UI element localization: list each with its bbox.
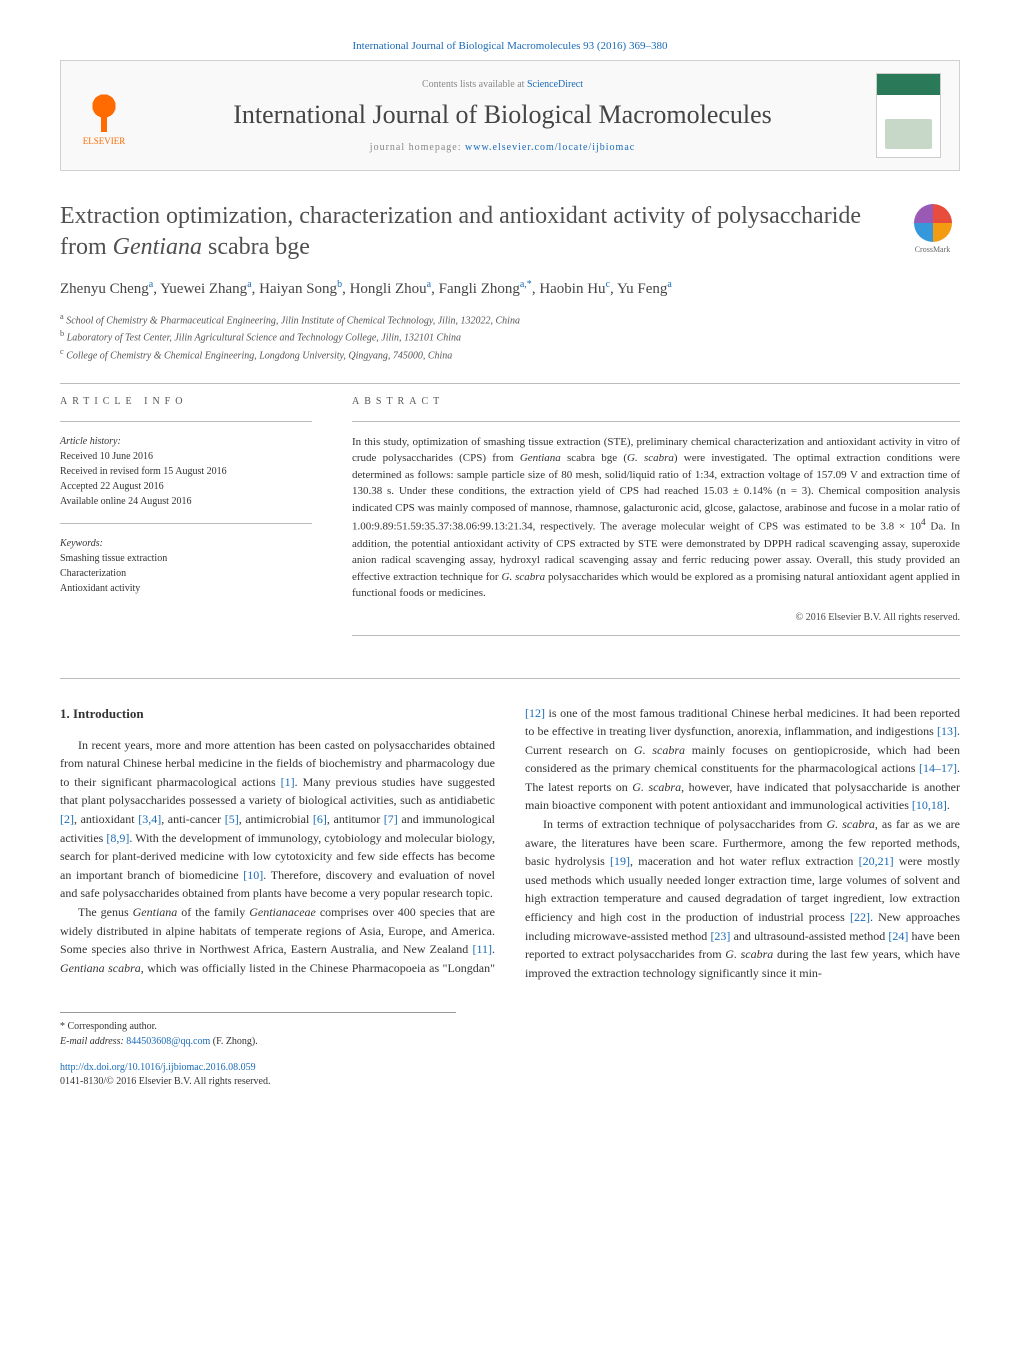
body-section: 1. Introduction In recent years, more an… bbox=[60, 704, 960, 983]
history-label: Article history: bbox=[60, 434, 312, 449]
header-center: Contents lists available at ScienceDirec… bbox=[129, 79, 876, 153]
section-number: 1. bbox=[60, 706, 70, 721]
keywords-block: Keywords: Smashing tissue extraction Cha… bbox=[60, 536, 312, 596]
doi-block: http://dx.doi.org/10.1016/j.ijbiomac.201… bbox=[60, 1061, 960, 1089]
keyword-2: Characterization bbox=[60, 566, 312, 581]
journal-header: ELSEVIER Contents lists available at Sci… bbox=[60, 60, 960, 171]
abstract-heading: ABSTRACT bbox=[352, 396, 960, 407]
divider-top bbox=[60, 383, 960, 384]
journal-name: International Journal of Biological Macr… bbox=[149, 100, 856, 130]
email-person: (F. Zhong). bbox=[213, 1036, 258, 1047]
body-columns: 1. Introduction In recent years, more an… bbox=[60, 704, 960, 983]
corresponding-label: * Corresponding author. bbox=[60, 1019, 456, 1034]
top-citation: International Journal of Biological Macr… bbox=[60, 40, 960, 52]
homepage-link[interactable]: www.elsevier.com/locate/ijbiomac bbox=[465, 142, 635, 153]
author-list: Zhenyu Chenga, Yuewei Zhanga, Haiyan Son… bbox=[60, 277, 960, 301]
page-container: International Journal of Biological Macr… bbox=[0, 0, 1020, 1129]
section-1-heading: 1. Introduction bbox=[60, 704, 495, 724]
elsevier-logo: ELSEVIER bbox=[79, 86, 129, 146]
info-divider-1 bbox=[60, 421, 312, 422]
keyword-3: Antioxidant activity bbox=[60, 581, 312, 596]
abstract-divider-2 bbox=[352, 635, 960, 636]
info-abstract-row: ARTICLE INFO Article history: Received 1… bbox=[60, 396, 960, 648]
abstract-divider-1 bbox=[352, 421, 960, 422]
affiliations: a School of Chemistry & Pharmaceutical E… bbox=[60, 311, 960, 363]
article-info-column: ARTICLE INFO Article history: Received 1… bbox=[60, 396, 312, 648]
online-date: Available online 24 August 2016 bbox=[60, 494, 312, 509]
revised-date: Received in revised form 15 August 2016 bbox=[60, 464, 312, 479]
crossmark-badge[interactable]: CrossMark bbox=[905, 201, 960, 256]
journal-cover-thumbnail bbox=[876, 73, 941, 158]
affiliation-b: b Laboratory of Test Center, Jilin Agric… bbox=[60, 328, 960, 345]
section-title: Introduction bbox=[73, 706, 144, 721]
email-line: E-mail address: 844503608@qq.com (F. Zho… bbox=[60, 1034, 456, 1049]
abstract-text: In this study, optimization of smashing … bbox=[352, 434, 960, 602]
homepage-line: journal homepage: www.elsevier.com/locat… bbox=[149, 142, 856, 153]
issn-copyright-line: 0141-8130/© 2016 Elsevier B.V. All right… bbox=[60, 1075, 960, 1089]
corresponding-author-footnote: * Corresponding author. E-mail address: … bbox=[60, 1012, 456, 1049]
elsevier-tree-icon bbox=[79, 86, 129, 136]
publisher-name: ELSEVIER bbox=[83, 136, 126, 146]
doi-link[interactable]: http://dx.doi.org/10.1016/j.ijbiomac.201… bbox=[60, 1062, 256, 1073]
accepted-date: Accepted 22 August 2016 bbox=[60, 479, 312, 494]
abstract-column: ABSTRACT In this study, optimization of … bbox=[352, 396, 960, 648]
title-row: Extraction optimization, characterizatio… bbox=[60, 201, 960, 263]
homepage-prefix: journal homepage: bbox=[370, 142, 465, 153]
crossmark-label: CrossMark bbox=[915, 245, 951, 254]
info-divider-2 bbox=[60, 523, 312, 524]
email-label: E-mail address: bbox=[60, 1036, 124, 1047]
contents-prefix: Contents lists available at bbox=[422, 79, 527, 90]
affiliation-a: a School of Chemistry & Pharmaceutical E… bbox=[60, 311, 960, 328]
keywords-label: Keywords: bbox=[60, 536, 312, 551]
contents-available-line: Contents lists available at ScienceDirec… bbox=[149, 79, 856, 90]
abstract-copyright: © 2016 Elsevier B.V. All rights reserved… bbox=[352, 612, 960, 623]
article-info-heading: ARTICLE INFO bbox=[60, 396, 312, 407]
author-email-link[interactable]: 844503608@qq.com bbox=[126, 1036, 210, 1047]
crossmark-icon bbox=[914, 204, 952, 242]
body-para-1: In recent years, more and more attention… bbox=[60, 736, 495, 903]
body-para-3: In terms of extraction technique of poly… bbox=[525, 815, 960, 982]
keyword-1: Smashing tissue extraction bbox=[60, 551, 312, 566]
sciencedirect-link[interactable]: ScienceDirect bbox=[527, 79, 583, 90]
article-title: Extraction optimization, characterizatio… bbox=[60, 201, 885, 263]
received-date: Received 10 June 2016 bbox=[60, 449, 312, 464]
divider-bottom bbox=[60, 678, 960, 679]
affiliation-c: c College of Chemistry & Chemical Engine… bbox=[60, 346, 960, 363]
citation-link[interactable]: International Journal of Biological Macr… bbox=[353, 40, 668, 52]
article-history: Article history: Received 10 June 2016 R… bbox=[60, 434, 312, 509]
